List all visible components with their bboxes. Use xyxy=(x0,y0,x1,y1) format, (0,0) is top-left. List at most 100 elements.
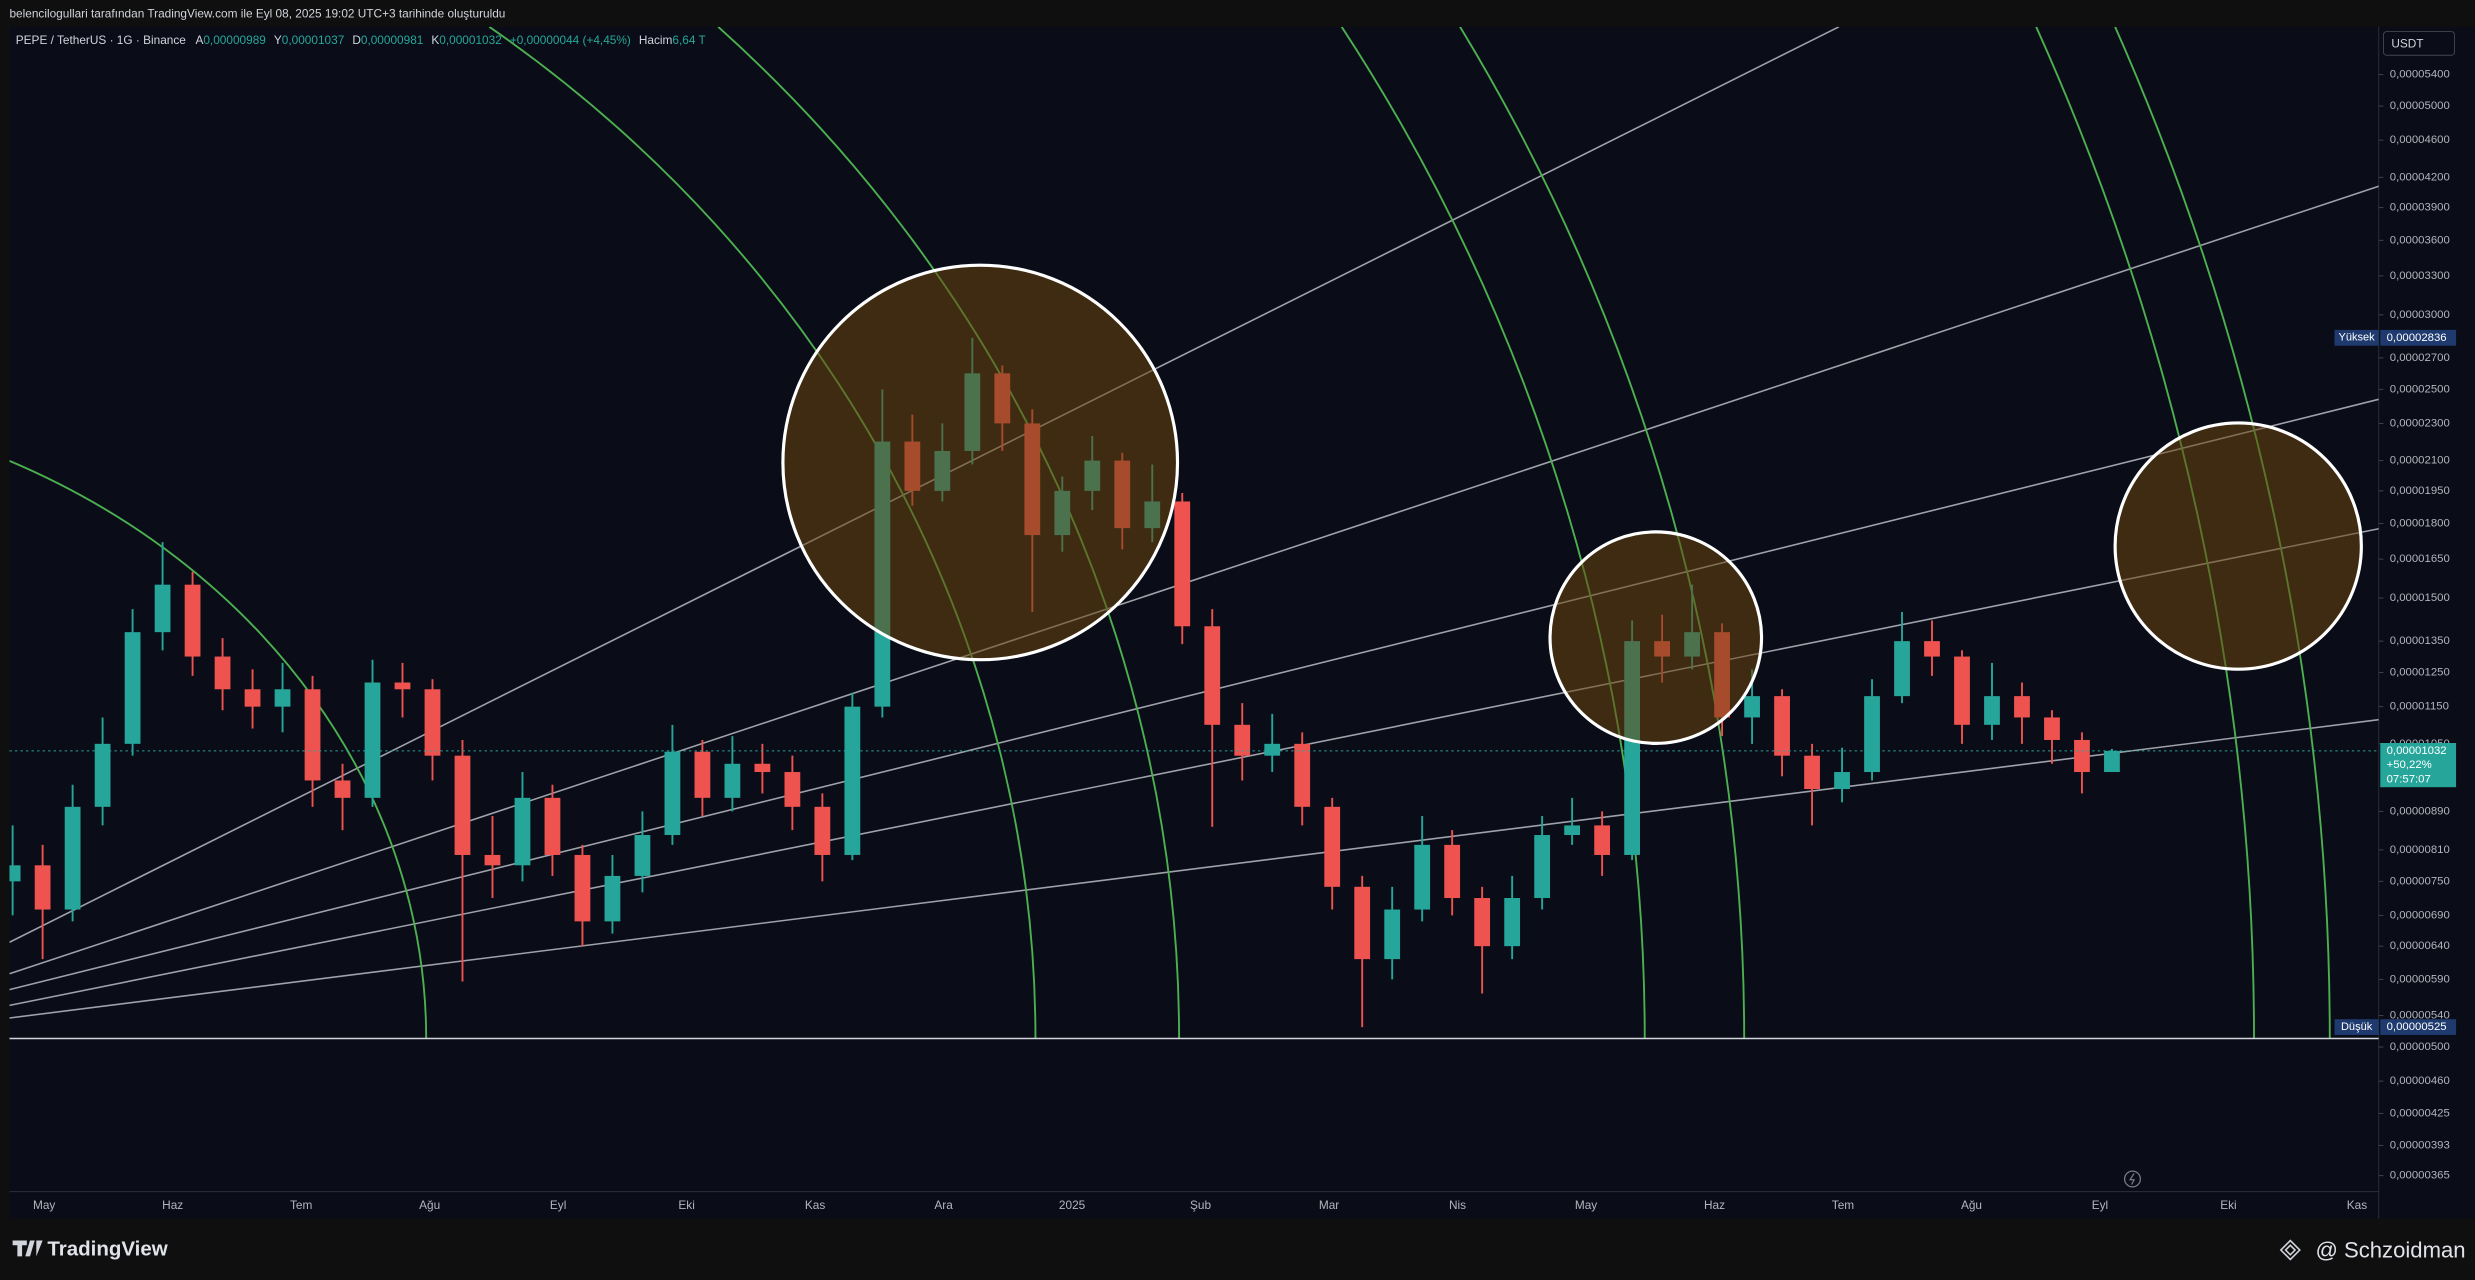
y-tick-label: 0,00001350 xyxy=(2390,635,2450,647)
y-tick-label: 0,00000590 xyxy=(2390,973,2450,985)
time-axis xyxy=(9,1191,2379,1219)
y-tick-label: 0,00001250 xyxy=(2390,667,2450,679)
candle-body xyxy=(64,806,81,910)
y-tick-label: 0,00000890 xyxy=(2390,805,2450,817)
y-tick-label: 0,00000640 xyxy=(2390,940,2450,952)
plot-area xyxy=(9,26,2379,1192)
x-tick-label: Tem xyxy=(1832,1198,1854,1212)
brand-logo xyxy=(12,1240,43,1257)
candle-body xyxy=(1234,724,1251,756)
candle-body xyxy=(1744,696,1760,718)
candle-body xyxy=(2014,696,2030,718)
y-tick-label: 0,00003900 xyxy=(2390,202,2450,214)
candle-body xyxy=(664,751,681,836)
ohlc-value: 0,00000989 xyxy=(203,33,266,47)
x-tick-label: Eki xyxy=(2220,1198,2236,1212)
low-marker-label: Düşük xyxy=(2341,1021,2373,1033)
ohlc-value: 0,00000981 xyxy=(361,33,424,47)
y-tick-label: 0,00002700 xyxy=(2390,352,2450,364)
x-tick-label: Mar xyxy=(1319,1198,1339,1212)
candle-body xyxy=(1264,743,1281,756)
x-tick-label: Kas xyxy=(805,1198,825,1212)
candle-body xyxy=(1474,898,1491,947)
attribution: belencilogullari tarafından TradingView.… xyxy=(9,6,505,20)
last-price-tag xyxy=(2380,743,2457,788)
candle-body xyxy=(9,865,21,882)
y-tick-label: 0,00000810 xyxy=(2390,844,2450,856)
y-tick-label: 0,00001500 xyxy=(2390,592,2450,604)
y-tick-label: 0,00000540 xyxy=(2390,1010,2450,1022)
currency-button[interactable] xyxy=(2382,31,2455,56)
y-tick-label: 0,00005000 xyxy=(2390,100,2450,112)
candle-body xyxy=(1774,696,1790,756)
candle-body xyxy=(214,656,231,690)
ohlc-value: 0,00001037 xyxy=(282,33,345,47)
y-tick-label: 0,00001650 xyxy=(2390,553,2450,565)
x-tick-label: Şub xyxy=(1190,1198,1211,1212)
y-tick-label: 0,00000460 xyxy=(2390,1075,2450,1087)
candle-body xyxy=(1414,844,1431,910)
candle-body xyxy=(1294,743,1311,807)
y-tick-label: 0,00002500 xyxy=(2390,383,2450,395)
x-tick-label: 2025 xyxy=(1059,1198,1086,1212)
candle-body xyxy=(724,763,741,798)
candle-body xyxy=(244,689,261,707)
candle-body xyxy=(1984,696,2000,725)
candle-body xyxy=(34,865,51,910)
high-marker-badge xyxy=(2334,329,2379,346)
candle-body xyxy=(1894,641,1910,697)
candle-body xyxy=(2104,750,2120,773)
legend-header: PEPE / TetherUS · 1G · Binance A0,000009… xyxy=(16,33,706,47)
candle-body xyxy=(394,682,411,690)
candle-body xyxy=(1594,825,1611,855)
candle-body xyxy=(784,772,801,807)
candle-body xyxy=(1354,886,1371,960)
low-marker-value-bg xyxy=(2380,1019,2457,1035)
last-price-countdown: 07:57:07 xyxy=(2387,773,2431,785)
y-tick-label: 0,00000393 xyxy=(2390,1139,2450,1151)
candle-body xyxy=(694,751,711,798)
x-tick-label: Ağu xyxy=(1961,1198,1982,1212)
y-tick-label: 0,00002100 xyxy=(2390,455,2450,467)
candle-body xyxy=(304,689,321,781)
candle-body xyxy=(124,632,141,744)
candle-body xyxy=(754,763,771,773)
high-marker-value: 0,00002836 xyxy=(2387,332,2447,344)
lightning-icon[interactable] xyxy=(2123,1170,2142,1188)
candle-body xyxy=(1204,626,1221,725)
symbol: PEPE / TetherUS · 1G · Binance xyxy=(16,33,186,47)
y-tick-label: 0,00004200 xyxy=(2390,171,2450,183)
candle-body xyxy=(1384,909,1401,960)
candle-body xyxy=(1444,844,1461,899)
ohlc-value: 0,00001032 xyxy=(439,33,502,47)
candle-body xyxy=(814,806,831,855)
y-tick-label: 0,00001800 xyxy=(2390,518,2450,530)
x-tick-label: Eyl xyxy=(2092,1198,2108,1212)
candle-body xyxy=(484,854,501,866)
candle-body xyxy=(424,689,441,756)
ohlc-label: A xyxy=(195,33,203,47)
x-tick-label: Eyl xyxy=(550,1198,566,1212)
candle-body xyxy=(1804,755,1820,790)
candle-body xyxy=(604,875,621,922)
x-tick-label: May xyxy=(1575,1198,1597,1212)
highlight-circles xyxy=(781,263,2363,745)
candle-body xyxy=(154,584,171,633)
candle-body xyxy=(1504,898,1521,947)
change: +0,00000044 (+4,45%) xyxy=(510,33,631,47)
high-marker-value-bg xyxy=(2380,329,2457,346)
brand: TradingView xyxy=(47,1237,167,1260)
candle-body xyxy=(1534,835,1551,899)
low-marker-value: 0,00000525 xyxy=(2387,1021,2447,1033)
candle-body xyxy=(2044,717,2060,740)
candle-body xyxy=(2074,739,2090,773)
author: @ Schzoidman xyxy=(2315,1237,2465,1262)
volume-label: Hacim xyxy=(639,33,673,47)
candle-body xyxy=(364,682,381,798)
x-tick-label: Tem xyxy=(290,1198,312,1212)
currency[interactable]: USDT xyxy=(2391,36,2423,50)
x-tick-label: Eki xyxy=(678,1198,694,1212)
candle-body xyxy=(334,780,351,798)
last-price-label: 0,00001032 xyxy=(2387,745,2447,757)
author-icon xyxy=(2279,1239,2301,1261)
